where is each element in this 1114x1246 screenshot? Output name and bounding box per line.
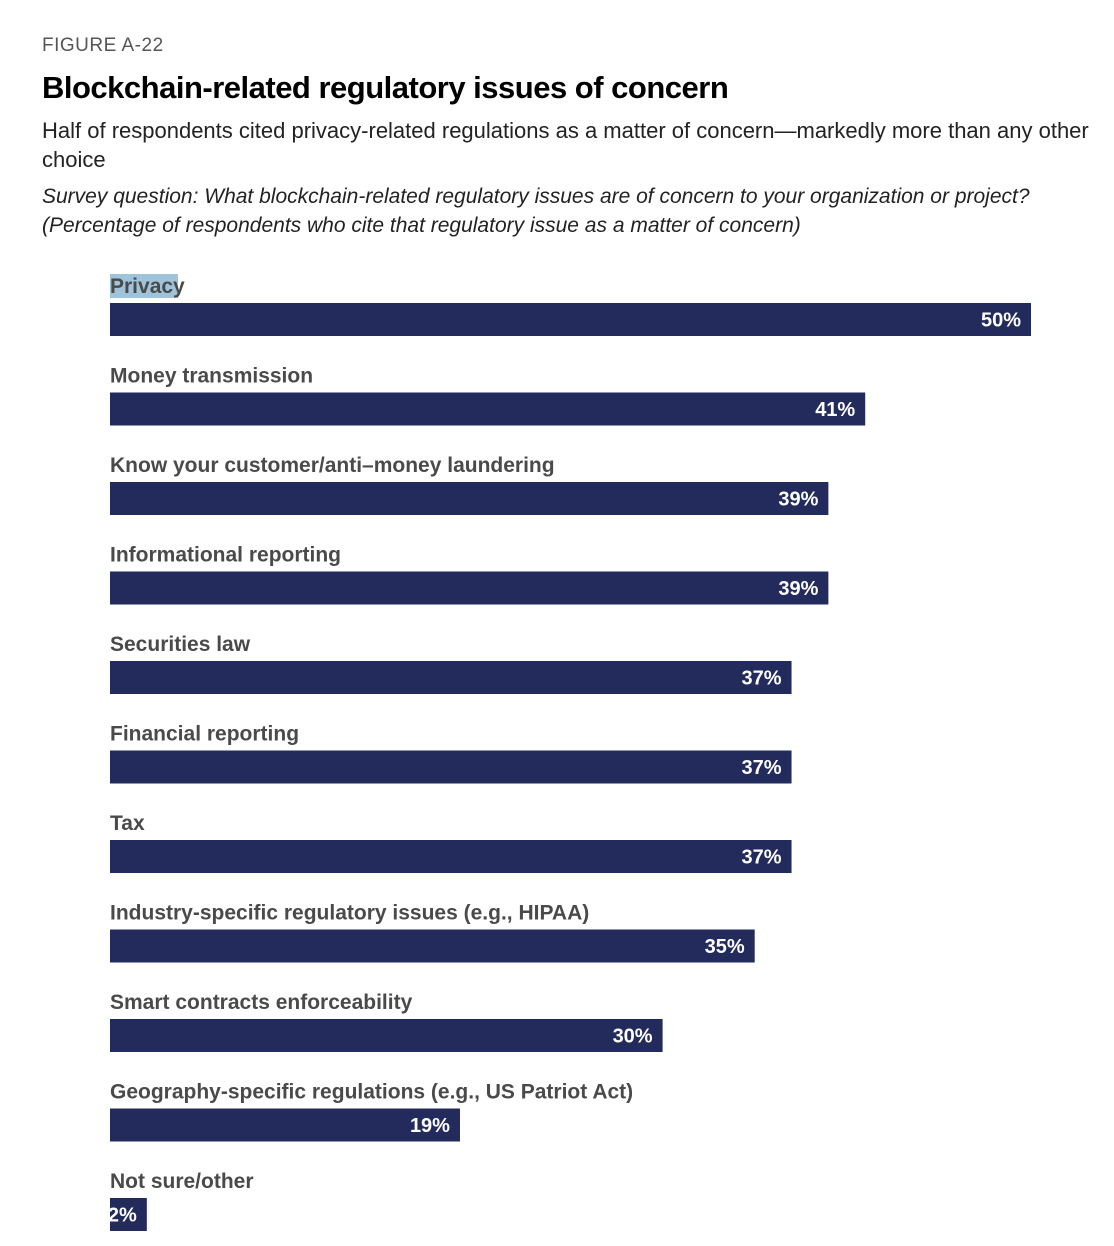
chart-subtitle: Half of respondents cited privacy-relate… — [42, 118, 1089, 172]
bar-value-label: 50% — [981, 310, 1021, 332]
bar-value-label: 37% — [742, 757, 782, 779]
bar — [110, 750, 792, 784]
bar — [110, 929, 755, 963]
category-label: Informational reporting — [110, 544, 341, 567]
category-label: Privacy — [110, 275, 185, 298]
bar — [110, 571, 829, 605]
bar-value-label: 35% — [705, 936, 745, 958]
category-label: Geography-specific regulations (e.g., US… — [110, 1081, 633, 1104]
category-label: Financial reporting — [110, 723, 299, 746]
bar — [110, 661, 792, 694]
bar — [110, 392, 866, 426]
bar — [110, 1198, 147, 1231]
bar-value-label: 19% — [410, 1115, 450, 1137]
bar-value-label: 37% — [742, 668, 782, 690]
bar-value-label: 39% — [778, 578, 818, 600]
bar — [110, 482, 829, 515]
bar-value-label: 2% — [108, 1205, 137, 1227]
bar-value-label: 41% — [815, 399, 855, 421]
category-label: Money transmission — [110, 365, 313, 388]
category-label: Tax — [110, 812, 145, 835]
bar-value-label: 37% — [742, 847, 782, 869]
bar — [110, 1019, 663, 1052]
chart-title: Blockchain-related regulatory issues of … — [42, 70, 729, 105]
bar-value-label: 30% — [613, 1026, 653, 1048]
category-label: Know your customer/anti–money laundering — [110, 454, 555, 477]
bar-value-label: 39% — [778, 489, 818, 511]
category-label: Not sure/other — [110, 1170, 254, 1193]
category-label: Industry-specific regulatory issues (e.g… — [110, 902, 589, 925]
bar — [110, 303, 1031, 336]
figure-label: FIGURE A-22 — [42, 35, 164, 56]
category-label: Securities law — [110, 633, 251, 656]
bar — [110, 840, 792, 873]
category-label: Smart contracts enforceability — [110, 991, 413, 1014]
bar — [110, 1108, 460, 1142]
survey-question: Survey question: What blockchain-related… — [42, 185, 1030, 237]
category-highlight — [110, 274, 178, 298]
